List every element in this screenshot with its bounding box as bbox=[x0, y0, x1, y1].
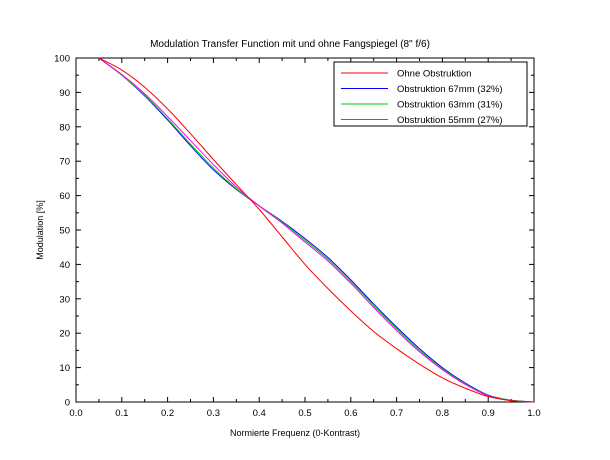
x-tick-label: 0.4 bbox=[253, 408, 266, 419]
y-tick-label: 60 bbox=[59, 191, 70, 202]
y-tick-label: 90 bbox=[59, 88, 70, 99]
series-line bbox=[98, 57, 535, 403]
x-tick-label: 0.0 bbox=[69, 408, 82, 419]
x-tick-label: 0.5 bbox=[298, 408, 311, 419]
y-tick-label: 10 bbox=[59, 363, 70, 374]
series-line bbox=[98, 57, 535, 403]
legend-label: Obstruktion 55mm (27%) bbox=[397, 115, 503, 126]
legend-label: Ohne Obstruktion bbox=[397, 69, 471, 80]
y-tick-label: 20 bbox=[59, 329, 70, 340]
series-lines bbox=[98, 57, 535, 403]
x-tick-label: 0.3 bbox=[207, 408, 220, 419]
x-tick-label: 1.0 bbox=[527, 408, 540, 419]
chart-title: Modulation Transfer Function mit und ohn… bbox=[150, 39, 430, 50]
x-tick-label: 0.9 bbox=[482, 408, 495, 419]
legend-label: Obstruktion 67mm (32%) bbox=[397, 84, 503, 95]
x-tick-label: 0.7 bbox=[390, 408, 403, 419]
y-tick-label: 0 bbox=[65, 398, 70, 409]
y-tick-label: 30 bbox=[59, 294, 70, 305]
y-tick-label: 50 bbox=[59, 226, 70, 237]
y-axis: 0 10 20 30 40 50 60 70 80 90 100 bbox=[54, 54, 534, 409]
series-line bbox=[98, 57, 535, 403]
y-axis-label: Modulation [%] bbox=[35, 200, 45, 260]
x-axis-label: Normierte Frequenz (0-Kontrast) bbox=[230, 428, 360, 438]
series-line bbox=[98, 57, 535, 403]
y-tick-label: 80 bbox=[59, 122, 70, 133]
y-tick-label: 70 bbox=[59, 157, 70, 168]
x-tick-label: 0.2 bbox=[161, 408, 174, 419]
x-tick-label: 0.6 bbox=[344, 408, 357, 419]
legend: Ohne Obstruktion Obstruktion 67mm (32%) Ob… bbox=[333, 61, 528, 127]
x-axis: 0.0 0.1 0.2 0.3 0.4 0.5 0.6 0.7 0.8 0.9 1.0 bbox=[69, 58, 541, 419]
x-tick-label: 0.8 bbox=[436, 408, 449, 419]
legend-label: Obstruktion 63mm (31%) bbox=[397, 100, 503, 111]
x-tick-label: 0.1 bbox=[115, 408, 128, 419]
y-tick-label: 40 bbox=[59, 260, 70, 271]
y-tick-label: 100 bbox=[54, 54, 70, 65]
